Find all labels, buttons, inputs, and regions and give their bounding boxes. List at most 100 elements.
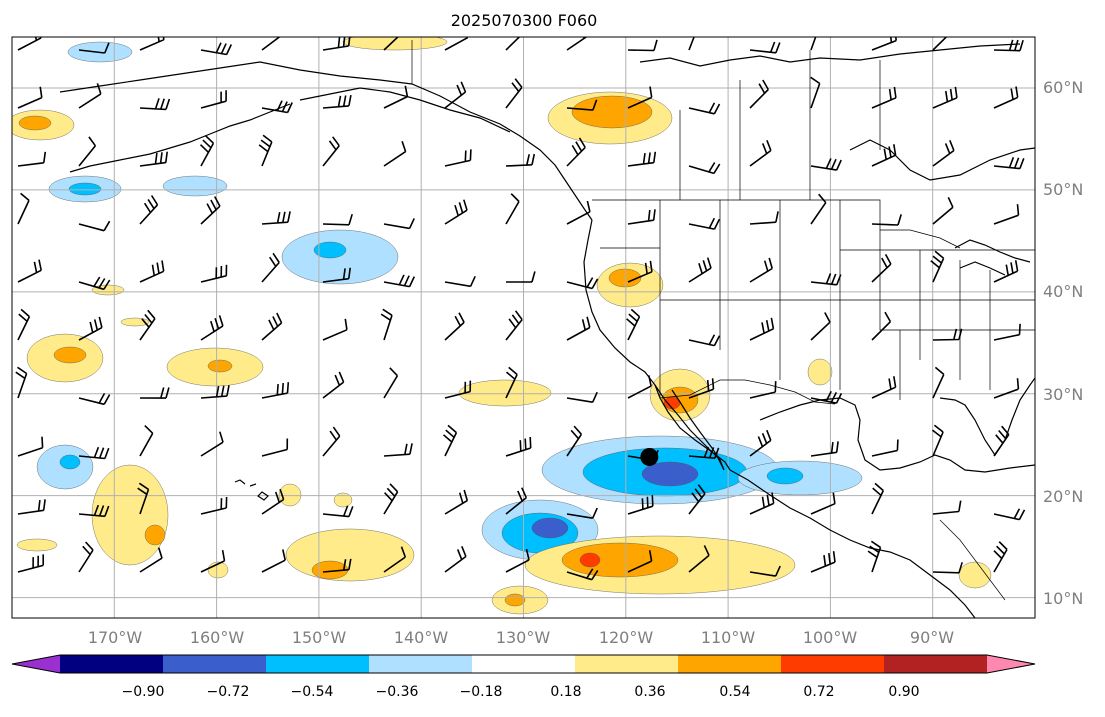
colorbar-segment (60, 655, 164, 673)
wind-barb (78, 220, 111, 232)
colorbar-segment (472, 655, 576, 673)
wind-barb (383, 37, 400, 51)
wind-barb (566, 200, 591, 225)
anomaly-contour (91, 464, 169, 566)
wind-barb (627, 260, 653, 283)
colorbar-tick-label: −0.36 (376, 684, 419, 700)
wind-barb (444, 489, 469, 515)
wind-barb (993, 425, 1010, 457)
wind-barb (200, 496, 228, 515)
wind-barb (566, 37, 588, 51)
border-central-america (939, 519, 1006, 601)
wind-barb (261, 549, 286, 573)
anomaly-contour (59, 454, 81, 470)
coastlines (59, 43, 1035, 618)
wind-barb (749, 257, 773, 283)
wind-barb (200, 315, 224, 341)
wind-barb (749, 41, 781, 54)
wind-barb (261, 438, 289, 457)
wind-barb (627, 39, 658, 52)
wind-barb (322, 558, 352, 573)
wind-barb (993, 157, 1025, 170)
coast-baja (654, 384, 725, 471)
wind-barb (810, 551, 836, 573)
lon-tick-label: 170°W (88, 628, 143, 647)
lat-tick-label: 30°N (1043, 385, 1083, 404)
lat-tick-label: 10°N (1043, 589, 1083, 608)
anomaly-contour (766, 467, 804, 485)
wind-barb (993, 260, 1019, 283)
wind-barb (749, 79, 769, 109)
anomaly-contour (313, 241, 347, 259)
wind-barb (200, 549, 226, 573)
colorbar-labels: −0.90 −0.72 −0.54 −0.36 −0.18 0.18 0.36 … (122, 684, 920, 700)
wind-barb (993, 378, 1020, 399)
wind-barb (566, 277, 599, 290)
wind-barb (505, 487, 528, 515)
lon-tick-label: 160°W (190, 628, 245, 647)
wind-barb (627, 86, 653, 109)
wind-barb (78, 83, 102, 109)
colorbar-tick-label: 0.90 (888, 684, 919, 700)
wind-barb (566, 425, 583, 457)
political-borders (411, 40, 1035, 601)
lon-tick-label: 90°W (910, 628, 954, 647)
wind-barb (810, 158, 842, 171)
wind-barb (688, 484, 706, 515)
wind-barb (505, 153, 536, 167)
wind-barb (930, 250, 945, 283)
wind-barb (810, 193, 827, 225)
wind-barb (566, 391, 598, 403)
coast-alaska-south (299, 87, 511, 133)
lon-tick-label: 110°W (701, 628, 756, 647)
wind-barb (688, 217, 721, 230)
wind-barb (139, 425, 154, 457)
anomaly-contour (608, 268, 642, 288)
wind-barb (78, 276, 111, 291)
colorbar-tick-label: −0.90 (122, 684, 165, 700)
wind-barb (749, 317, 775, 341)
lon-tick-label: 150°W (292, 628, 347, 647)
wind-barb (383, 218, 415, 230)
wind-barb (78, 446, 110, 460)
lon-tick-label: 130°W (496, 628, 551, 647)
wind-barb (17, 308, 31, 341)
wind-barb (749, 492, 775, 515)
wind-barb (17, 554, 44, 573)
anomaly-contour (579, 552, 601, 568)
anomaly-contour (18, 115, 52, 131)
coast-hudson (849, 139, 1035, 181)
wind-barb (383, 274, 416, 288)
colorbar: −0.90 −0.72 −0.54 −0.36 −0.18 0.18 0.36 … (11, 654, 1036, 700)
wind-barb (688, 162, 721, 175)
wind-barb (139, 260, 165, 283)
wind-barb (810, 273, 842, 286)
wind-barb (688, 102, 721, 115)
wind-barb (139, 151, 168, 167)
wind-barb (993, 204, 1020, 225)
wind-barb (566, 99, 598, 111)
wind-barb (444, 380, 472, 399)
anomaly-contour (68, 182, 102, 196)
wind-barb (932, 37, 948, 51)
wind-barb (688, 378, 715, 399)
lon-tick-label: 100°W (803, 628, 858, 647)
wind-barb (810, 76, 821, 109)
wind-barb (322, 371, 345, 399)
wind-barb (78, 136, 97, 167)
wind-barb (444, 37, 469, 51)
colorbar-segment (163, 655, 267, 673)
wind-barb (261, 312, 283, 341)
wind-barb (200, 90, 227, 109)
wind-barb (17, 499, 46, 515)
wind-barb (200, 196, 221, 225)
wind-barb (139, 309, 156, 341)
border-canada-provinces (679, 50, 881, 200)
colorbar-tick-label: 0.72 (803, 684, 834, 700)
wind-barb (505, 366, 518, 399)
anomaly-contour (531, 517, 569, 539)
anomaly-contour (504, 593, 526, 607)
wind-barb (322, 267, 351, 283)
wind-barb (871, 254, 892, 283)
